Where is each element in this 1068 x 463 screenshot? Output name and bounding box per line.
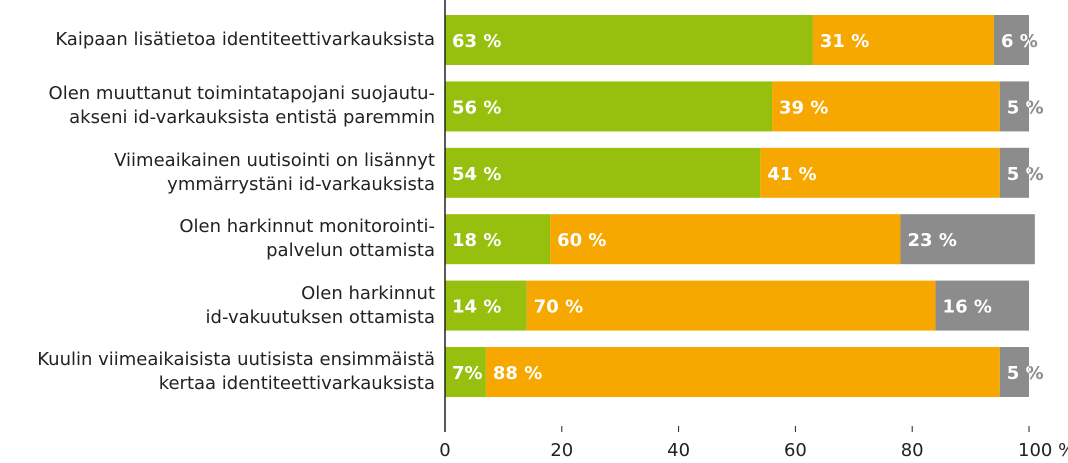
bar-segment [999,81,1029,132]
x-tick-label: 0 [439,440,450,461]
bar-segment [999,347,1029,397]
value-label: 63 % [452,31,501,52]
bar-segment [993,15,1029,65]
value-label: 16 % [943,297,992,318]
category-label: Viimeaikainen uutisointi on lisännyt ymm… [114,149,435,195]
value-label: 70 % [534,297,583,318]
x-tick-label: 40 [667,440,690,461]
value-label: 7% [452,363,483,384]
value-label: 39 % [779,97,828,118]
bar-segment [445,147,761,198]
category-label: Olen harkinnut monitorointi- palvelun ot… [179,216,435,262]
value-label: 41 % [767,164,816,185]
bar-segment [445,280,527,331]
value-label: 60 % [557,230,606,251]
bar-segment [760,147,1000,198]
category-label: Kuulin viimeaikaisista uutisista ensimmä… [37,349,435,394]
bar-segment [526,280,936,331]
bar-segment [900,214,1035,265]
bar-segment [485,347,1000,397]
bar-segment [772,81,1000,132]
category-label: Kaipaan lisätietoa identiteettivarkauksi… [55,29,435,50]
value-label: 88 % [493,363,542,384]
value-label: 18 % [452,230,501,251]
bar-segment [445,81,773,132]
bar-segment [445,347,486,397]
bar-segment [812,15,994,65]
x-tick-label: 60 [784,440,807,461]
x-tick-label: 100 % [1018,440,1068,461]
value-label: 31 % [820,31,869,52]
value-label: 5 % [1007,363,1044,384]
bar-segment [550,214,901,265]
bar-segment [445,214,551,265]
bar-segment [445,15,813,65]
value-label: 6 % [1001,31,1038,52]
value-label: 14 % [452,297,501,318]
x-tick-label: 20 [550,440,573,461]
bar-segment [999,147,1029,198]
value-label: 23 % [908,230,957,251]
x-tick-label: 80 [901,440,924,461]
value-label: 56 % [452,97,501,118]
category-label: Olen harkinnut id-vakuutuksen ottamista [205,282,435,328]
value-label: 5 % [1007,164,1044,185]
bar-segment [935,280,1029,331]
category-label: Olen muuttanut toimintatapojani suojautu… [48,83,435,129]
value-label: 54 % [452,164,501,185]
value-label: 5 % [1007,97,1044,118]
